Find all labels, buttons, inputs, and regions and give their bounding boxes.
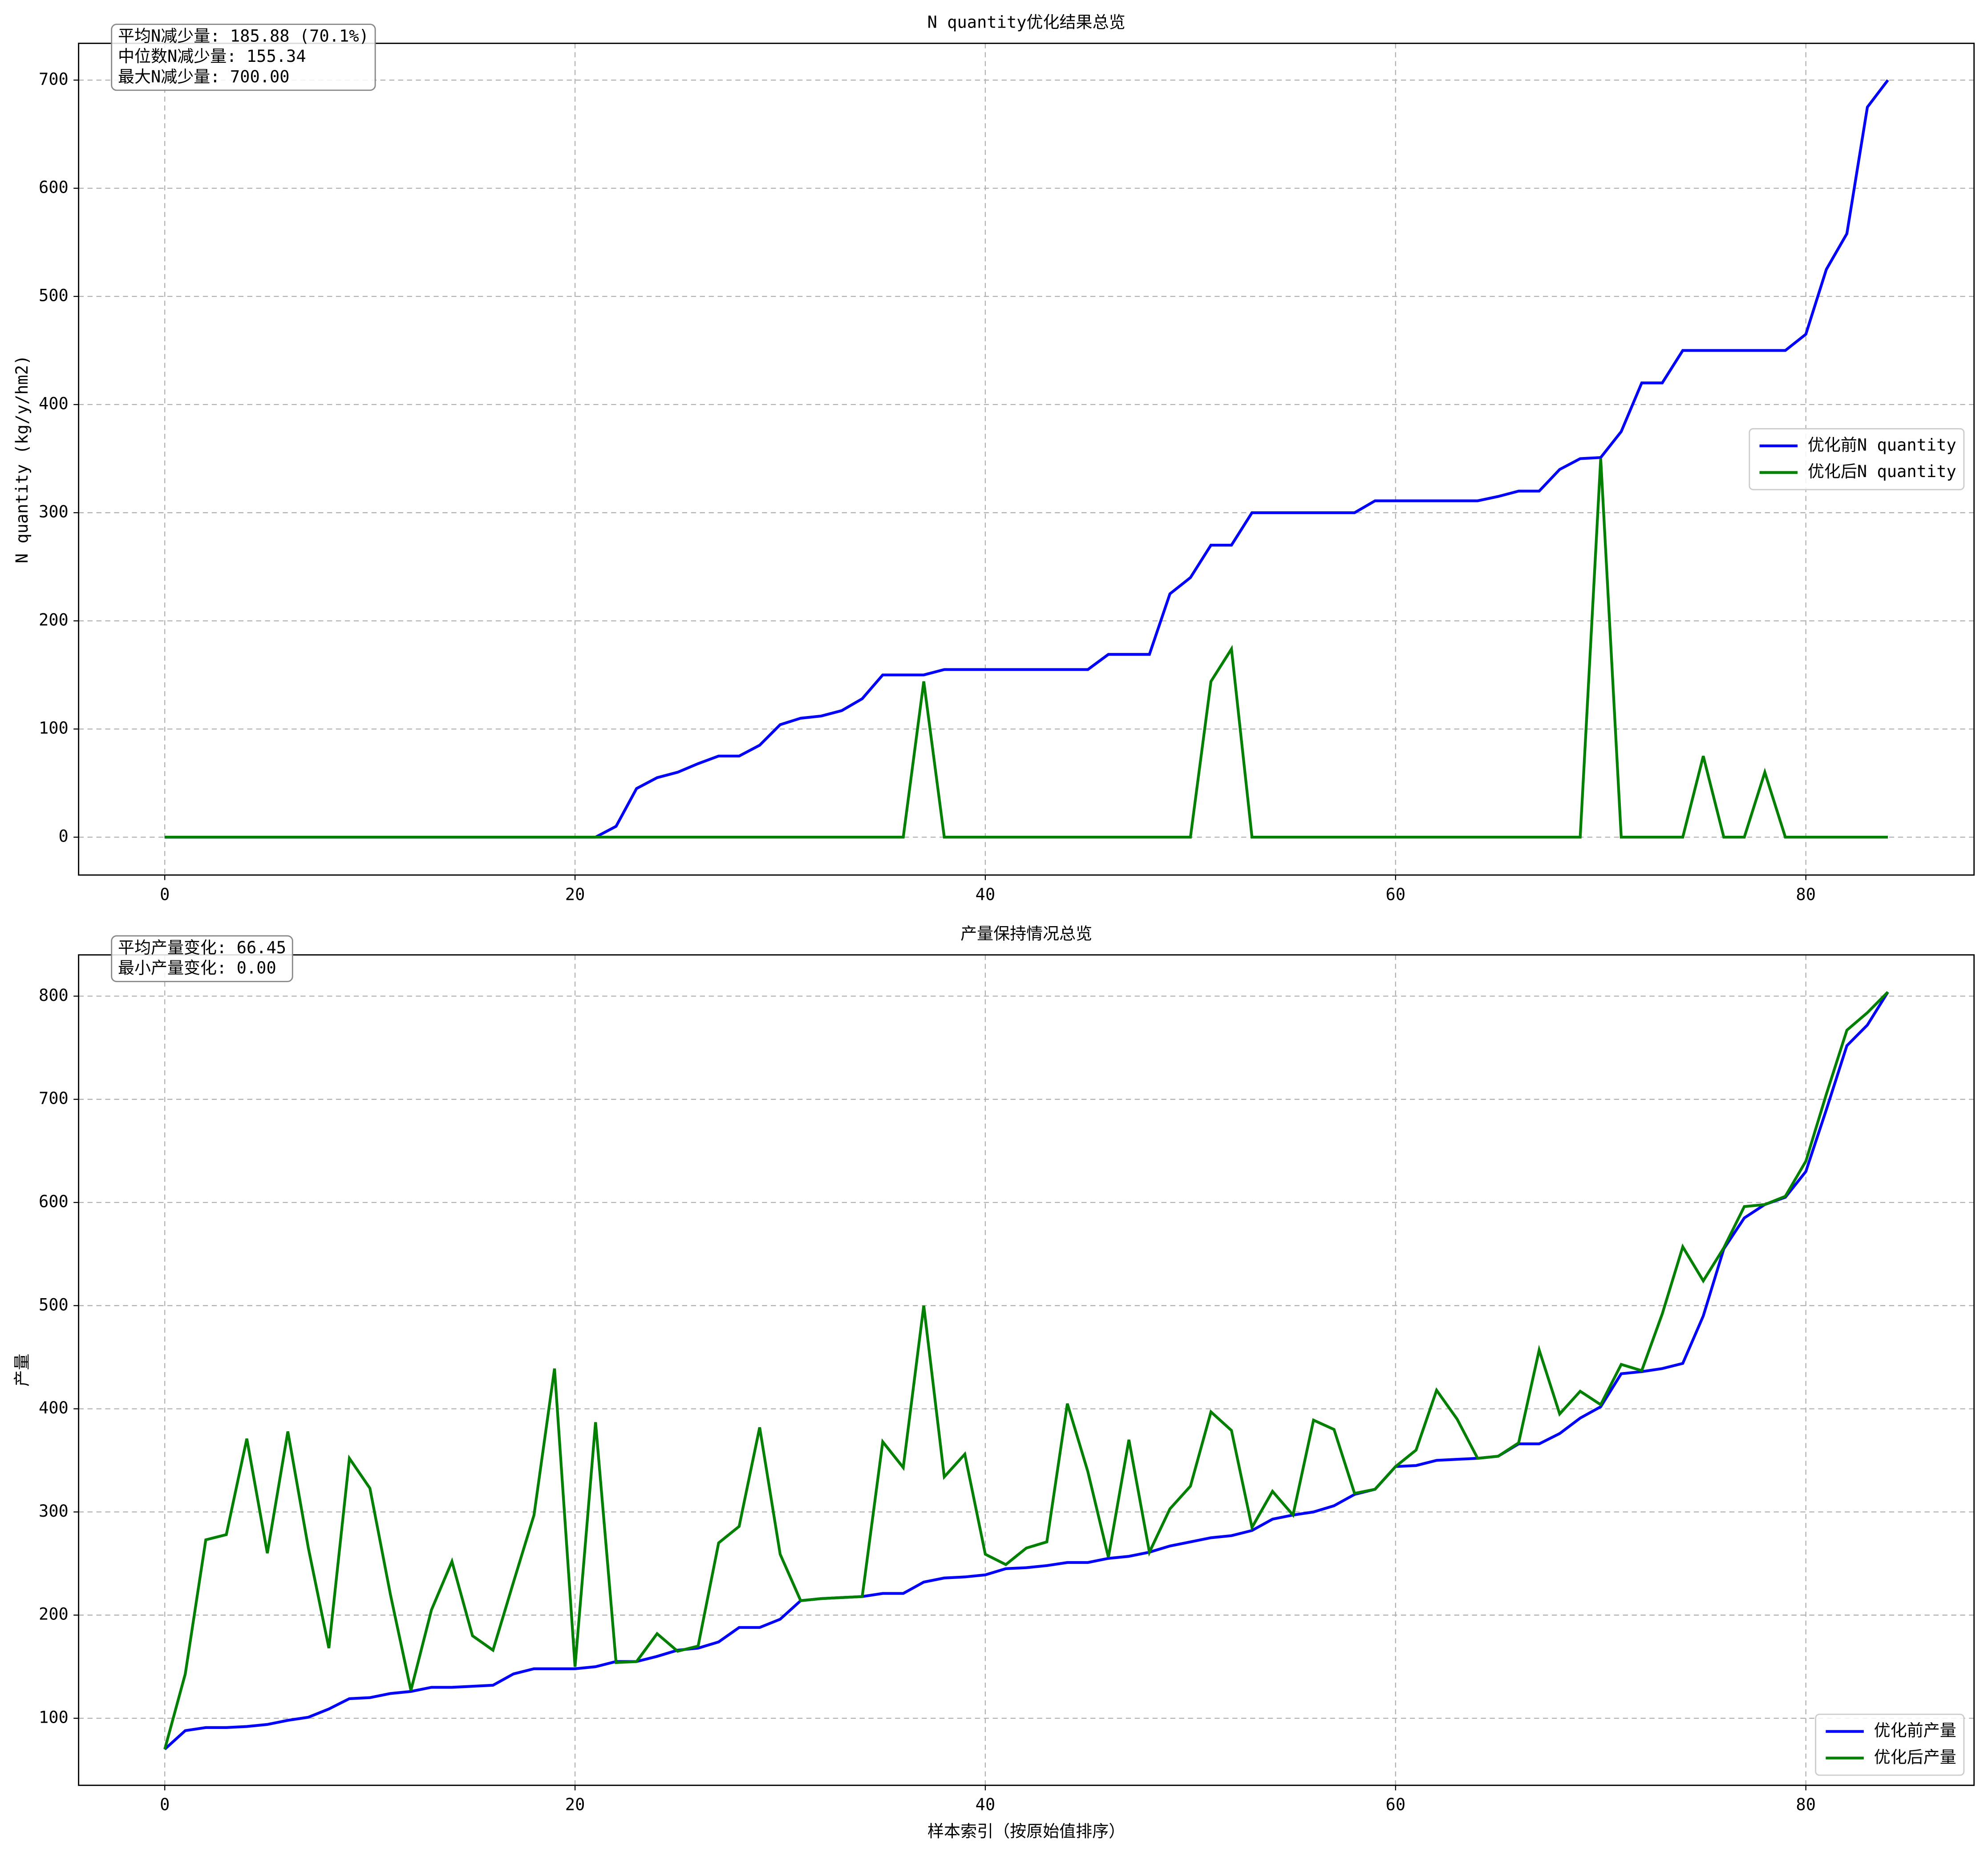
y-tick-label: 700 xyxy=(39,69,69,89)
plot-frame xyxy=(78,42,1975,876)
annotation-text: 平均N减少量: 185.88 (70.1%) xyxy=(118,27,369,46)
annotation-text: 最小产量变化: 0.00 xyxy=(118,959,276,978)
annotation-text: 平均产量变化: 66.45 xyxy=(118,938,286,957)
y-tick-label: 800 xyxy=(39,986,69,1005)
x-tick-label: 20 xyxy=(565,1795,585,1814)
x-tick-label: 60 xyxy=(1386,885,1406,904)
x-tick-label: 0 xyxy=(160,1795,170,1814)
x-tick-label: 80 xyxy=(1796,885,1816,904)
line-series xyxy=(165,458,1888,839)
y-tick-label: 500 xyxy=(39,286,69,305)
x-axis-label: 样本索引（按原始值排序） xyxy=(927,1822,1125,1841)
y-tick-label: 400 xyxy=(39,1398,69,1417)
legend-label: 优化前N quantity xyxy=(1808,435,1956,454)
annotation-text: 最大N减少量: 700.00 xyxy=(118,67,290,86)
legend-label: 优化后N quantity xyxy=(1808,462,1956,481)
y-tick-label: 600 xyxy=(39,178,69,197)
x-tick-label: 20 xyxy=(565,885,585,904)
annotation-frame xyxy=(111,935,293,982)
annotation-box: 平均N减少量: 185.88 (70.1%)中位数N减少量: 155.34最大N… xyxy=(111,24,376,91)
x-tick-label: 40 xyxy=(976,1795,996,1814)
y-tick-label: 100 xyxy=(39,719,69,738)
y-tick-label: 500 xyxy=(39,1295,69,1314)
chart-title: 产量保持情况总览 xyxy=(960,924,1092,943)
chart-title: N quantity优化结果总览 xyxy=(927,12,1126,32)
annotation-text: 中位数N减少量: 155.34 xyxy=(118,47,306,66)
y-tick-label: 700 xyxy=(39,1089,69,1108)
x-tick-label: 40 xyxy=(976,885,996,904)
y-tick-label: 600 xyxy=(39,1192,69,1211)
y-axis-label: 产量 xyxy=(12,1354,32,1387)
line-series xyxy=(165,79,1889,839)
annotation-box: 平均产量变化: 66.45 最小产量变化: 0.00 xyxy=(111,935,293,982)
chart-panel: N quantity优化结果总览 0 20 40 60 80 0 100 200 300 400 50… xyxy=(12,12,1975,904)
x-tick-label: 60 xyxy=(1386,1795,1406,1814)
y-tick-label: 200 xyxy=(39,611,69,630)
legend-label: 优化前产量 xyxy=(1874,1721,1956,1740)
legend: 优化前N quantity 优化后N quantity xyxy=(1749,428,1965,490)
y-tick-label: 100 xyxy=(39,1708,69,1727)
x-tick-label: 0 xyxy=(160,885,170,904)
annotation-frame xyxy=(111,24,376,91)
y-tick-label: 0 xyxy=(59,827,69,846)
plot-frame xyxy=(78,954,1975,1786)
chart-panel: 产量保持情况总览 0 20 40 60 80 100 200 300 400 500 600 700 80… xyxy=(12,924,1975,1841)
x-tick-label: 80 xyxy=(1796,1795,1816,1814)
y-axis-label: N quantity (kg/y/hm2) xyxy=(12,355,32,563)
legend-label: 优化后产量 xyxy=(1874,1748,1956,1767)
y-tick-label: 300 xyxy=(39,1502,69,1521)
line-series xyxy=(164,991,1889,1750)
y-tick-label: 200 xyxy=(39,1605,69,1624)
line-series xyxy=(163,991,1889,1750)
legend-frame xyxy=(1815,1713,1965,1776)
y-tick-label: 400 xyxy=(39,394,69,413)
legend-frame xyxy=(1749,428,1965,490)
y-tick-label: 300 xyxy=(39,502,69,522)
